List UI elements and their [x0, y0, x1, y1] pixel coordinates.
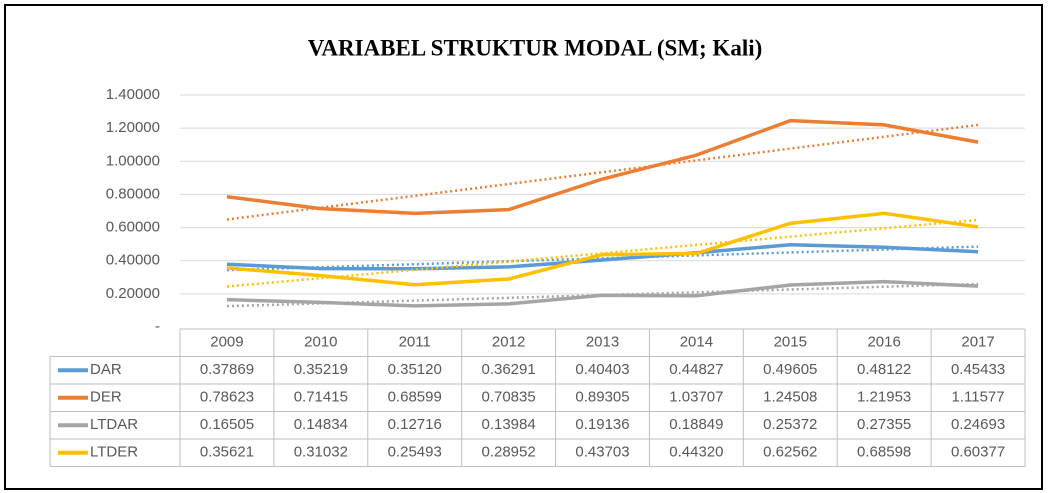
series-line: [226, 279, 979, 308]
legend-label: DER: [90, 389, 122, 406]
table-value: 0.35621: [200, 444, 254, 461]
chart-title: VARIABEL STRUKTUR MODAL (SM; Kali): [308, 35, 763, 60]
table-value: 0.24693: [951, 416, 1005, 433]
y-tick-label: 1.40000: [106, 86, 160, 103]
table-value: 1.21953: [857, 389, 911, 406]
x-tick-label: 2016: [867, 334, 900, 351]
y-tick-label: 0.80000: [106, 185, 160, 202]
y-tick-label: 1.20000: [106, 119, 160, 136]
table-value: 0.13984: [481, 416, 535, 433]
table-value: 0.43703: [575, 444, 629, 461]
table-value: 0.68598: [857, 444, 911, 461]
table-value: 0.16505: [200, 416, 254, 433]
table-value: 0.27355: [857, 416, 911, 433]
x-tick-label: 2014: [680, 334, 713, 351]
legend-label: DAR: [90, 361, 122, 378]
y-tick-label: 1.00000: [106, 152, 160, 169]
table-value: 0.35120: [388, 361, 442, 378]
table-value: 0.62562: [763, 444, 817, 461]
legend-label: LTDER: [90, 444, 138, 461]
y-tick-label: 0.40000: [106, 252, 160, 269]
table-value: 0.19136: [575, 416, 629, 433]
trendline: [226, 123, 979, 221]
table-value: 0.12716: [388, 416, 442, 433]
table-value: 0.78623: [200, 389, 254, 406]
table-value: 0.36291: [481, 361, 535, 378]
table-value: 0.89305: [575, 389, 629, 406]
series-line: [226, 118, 979, 216]
table-value: 0.25372: [763, 416, 817, 433]
y-tick-label: 0.20000: [106, 285, 160, 302]
table-value: 0.40403: [575, 361, 629, 378]
trendline: [226, 218, 979, 288]
table-value: 0.48122: [857, 361, 911, 378]
table-value: 0.18849: [669, 416, 723, 433]
table-value: 0.44827: [669, 361, 723, 378]
table-value: 0.28952: [481, 444, 535, 461]
x-tick-label: 2012: [492, 334, 525, 351]
x-tick-label: 2015: [774, 334, 807, 351]
series-line: [226, 211, 979, 287]
series-line: [226, 243, 979, 271]
x-tick-label: 2013: [586, 334, 619, 351]
table-value: 0.37869: [200, 361, 254, 378]
y-tick-label: 0.60000: [106, 219, 160, 236]
table-value: 0.25493: [388, 444, 442, 461]
legend-label: LTDAR: [90, 416, 138, 433]
table-value: 0.70835: [481, 389, 535, 406]
table-value: 0.44320: [669, 444, 723, 461]
table-value: 0.45433: [951, 361, 1005, 378]
x-tick-label: 2011: [399, 334, 431, 351]
x-tick-label: 2017: [961, 334, 994, 351]
table-value: 0.35219: [294, 361, 348, 378]
table-value: 0.60377: [951, 444, 1005, 461]
x-tick-label: 2010: [304, 334, 337, 351]
y-tick-label: -: [155, 318, 160, 335]
table-value: 0.14834: [294, 416, 348, 433]
table-value: 1.24508: [763, 389, 817, 406]
table-value: 0.49605: [763, 361, 817, 378]
x-tick-label: 2009: [210, 334, 243, 351]
table-value: 0.31032: [294, 444, 348, 461]
table-value: 1.11577: [952, 389, 1005, 406]
table-value: 0.68599: [388, 389, 442, 406]
table-value: 1.03707: [669, 389, 723, 406]
table-value: 0.71415: [294, 389, 348, 406]
